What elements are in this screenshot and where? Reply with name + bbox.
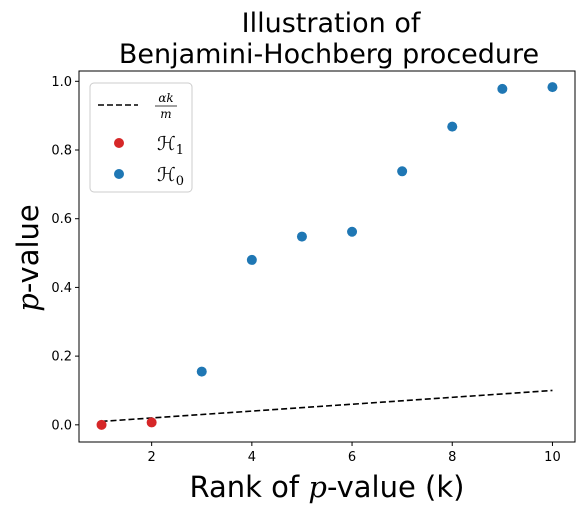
y-tick-label: 0.4 [51, 281, 72, 296]
y-tick-label: 0.0 [51, 418, 72, 433]
legend-threshold-numerator: αk [158, 91, 173, 105]
series-1-point-4 [397, 166, 408, 177]
x-tick-label: 4 [248, 450, 256, 465]
y-tick-label: 0.6 [51, 212, 72, 227]
series-1-point-5 [447, 121, 458, 132]
threshold-line [101, 389, 553, 423]
plot-frame [78, 70, 576, 443]
plot-area [96, 82, 558, 430]
legend-h0-marker [114, 169, 124, 179]
legend-h1-marker [114, 138, 124, 148]
legend: αk m ℋ1 ℋ0 [89, 82, 193, 193]
series-0-point-0 [96, 419, 107, 430]
series-0-point-1 [146, 417, 157, 428]
x-tick-label: 2 [148, 450, 156, 465]
y-axis-ticks: 0.0 0.2 0.4 0.6 0.8 1.0 [51, 75, 79, 433]
legend-frame [89, 82, 193, 193]
chart-title-line-2: Benjamini-Hochberg procedure [119, 39, 539, 70]
legend-h0-label: ℋ0 [157, 164, 184, 189]
x-tick-label: 8 [448, 450, 456, 465]
legend-threshold-denominator: m [160, 107, 171, 121]
series-1-point-7 [547, 82, 558, 93]
chart-title-line-1: Illustration of [242, 8, 422, 39]
y-axis-label: p-value [11, 204, 45, 311]
x-tick-label: 6 [348, 450, 356, 465]
series-1-point-0 [196, 366, 207, 377]
x-axis-ticks: 2 4 6 8 10 [148, 442, 561, 465]
y-tick-label: 1.0 [51, 75, 72, 90]
legend-h1-label: ℋ1 [157, 133, 184, 158]
series-1-point-1 [246, 254, 257, 265]
x-axis-label: Rank of p-value (k) [190, 470, 465, 504]
y-tick-label: 0.8 [51, 144, 72, 159]
y-tick-label: 0.2 [51, 350, 72, 365]
series-1-point-3 [347, 226, 358, 237]
x-tick-label: 10 [544, 450, 561, 465]
series-1-point-6 [497, 83, 508, 94]
series-1-point-2 [296, 231, 307, 242]
